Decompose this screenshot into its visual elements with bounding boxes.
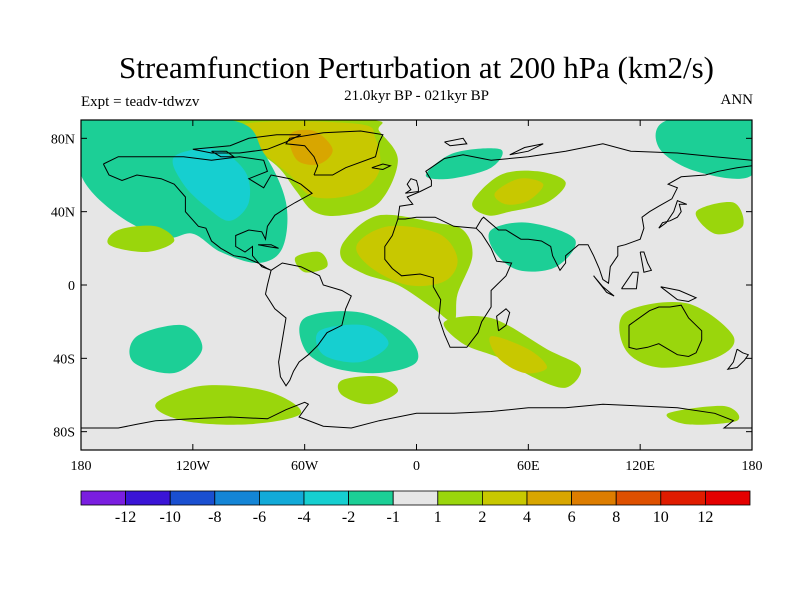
colorbar-label: -4: [297, 509, 310, 526]
coastline-18: [192, 134, 302, 154]
coastline-0: [102, 156, 313, 271]
colorbar-box: [481, 490, 528, 506]
coastline-19: [211, 150, 236, 158]
colorbar-box: [303, 490, 349, 506]
colorbar-box: [214, 490, 260, 506]
x-tick-label: 60E: [517, 459, 540, 474]
colorbar-label: 1: [434, 509, 442, 526]
contour-region-baffin-bay: [289, 129, 333, 165]
contour-region-tropical-atlantic-africa: [356, 225, 458, 287]
coastline-14: [660, 286, 698, 303]
colorbar-box: [258, 490, 305, 506]
colorbar-label: 8: [612, 509, 620, 526]
colorbar-label: -8: [208, 509, 221, 526]
experiment-label: Expt = teadv-tdwzv: [81, 94, 200, 110]
colorbar-label: 12: [697, 509, 713, 526]
coastline-2: [285, 130, 384, 176]
contour-region-southern-ocean: [155, 385, 302, 425]
coastline-21: [509, 143, 544, 156]
colorbar-label: 2: [478, 509, 486, 526]
colorbar-box: [705, 490, 751, 506]
coastline-8: [496, 308, 511, 332]
colorbar-label: -1: [387, 509, 400, 526]
contour-region-south-atlantic: [337, 376, 399, 405]
coastline-11: [658, 200, 687, 229]
coastline-4: [397, 143, 752, 220]
coastline-17: [81, 401, 752, 429]
y-tick-label: 80S: [53, 426, 75, 441]
colorbar-label: -6: [253, 509, 266, 526]
colorbar-label: -12: [115, 509, 136, 526]
chart-subtitle: 21.0kyr BP - 021kyr BP: [344, 88, 489, 104]
x-tick-label: 120W: [176, 459, 211, 474]
contour-region-north-pacific-east-asia: [655, 120, 752, 179]
contour-region-arctic-europe: [425, 148, 503, 180]
chart-title: Streamfunction Perturbation at 200 hPa (…: [119, 50, 714, 85]
coastline-13: [621, 271, 639, 290]
coastline-9: [405, 178, 419, 194]
colorbar-label: 4: [523, 509, 531, 526]
x-tick-label: 60W: [291, 459, 319, 474]
colorbar-label: 6: [568, 509, 576, 526]
colorbar-box: [660, 490, 706, 506]
contour-fill-layer: [81, 120, 752, 425]
contour-region-australia: [619, 302, 735, 368]
y-tick-label: 40N: [51, 206, 75, 221]
colorbar: -12 -10 -8 -6 -4 -2 -1 1 2 4 6 8 10 12: [80, 490, 751, 526]
y-axis: 80N 40N 0 40S 80S: [51, 132, 752, 441]
contour-region-south-pacific: [129, 324, 203, 374]
contour-region-antarctic-margin: [666, 405, 740, 425]
colorbar-box: [80, 490, 126, 506]
coastline-5: [475, 165, 752, 285]
contour-region-arabia: [494, 178, 544, 205]
colorbar-box: [571, 490, 617, 506]
coastline-layer: [81, 130, 752, 429]
y-tick-label: 0: [68, 279, 75, 294]
colorbar-box: [348, 490, 394, 506]
coastline-3: [384, 216, 513, 348]
coastline-7: [726, 348, 750, 371]
colorbar-box: [169, 490, 216, 506]
coastline-16: [258, 244, 279, 249]
season-label: ANN: [720, 92, 754, 108]
contour-region-northwest-pacific: [695, 201, 744, 235]
colorbar-box: [437, 490, 483, 506]
contour-region-southwest-indian-ocean: [489, 336, 548, 374]
contour-region-north-pacific-north-america: [81, 120, 288, 264]
x-tick-label: 0: [413, 459, 420, 474]
coastline-1: [264, 262, 352, 387]
contour-region-north-pacific: [107, 225, 175, 253]
x-tick-label: 120E: [625, 459, 655, 474]
contour-region-southwest-atlantic: [315, 324, 389, 363]
coastline-20: [444, 137, 468, 147]
x-tick-label: 180: [742, 459, 763, 474]
y-tick-label: 40S: [53, 352, 75, 367]
coastline-10: [371, 163, 392, 171]
colorbar-box: [526, 490, 572, 506]
coastline-12: [593, 275, 615, 297]
y-tick-label: 80N: [51, 132, 75, 147]
coastline-6: [628, 304, 703, 358]
coastline-15: [639, 251, 653, 273]
colorbar-box: [615, 490, 662, 506]
x-tick-label: 180: [71, 459, 92, 474]
colorbar-box: [125, 490, 171, 506]
colorbar-box: [392, 490, 439, 506]
colorbar-label: 10: [653, 509, 669, 526]
x-axis: 180 120W 60W 0 60E 120E 180: [71, 120, 763, 474]
colorbar-label: -2: [342, 509, 355, 526]
contour-region-western-north-america: [172, 148, 251, 221]
colorbar-label: -10: [160, 509, 181, 526]
